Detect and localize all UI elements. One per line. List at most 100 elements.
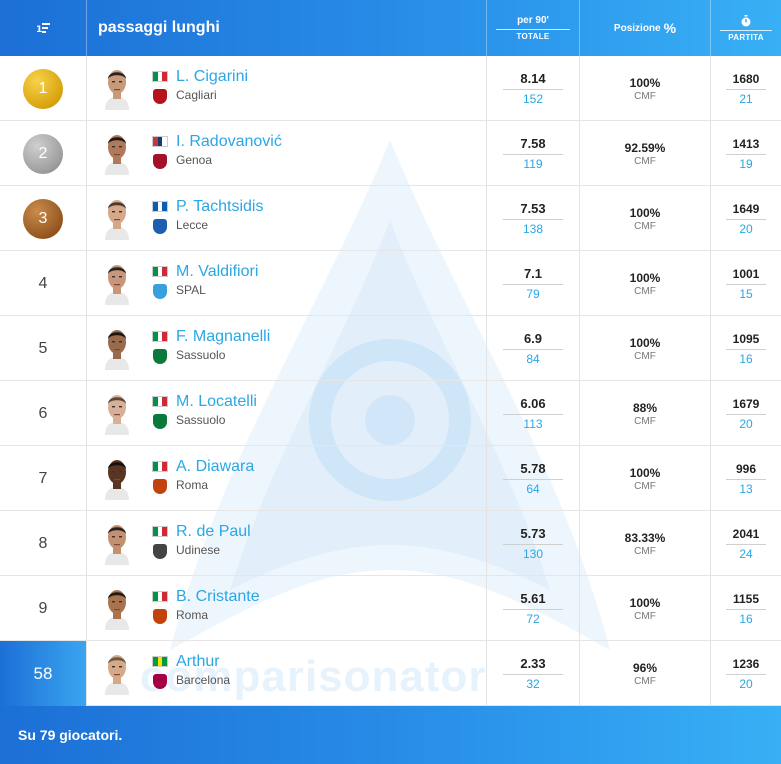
matches-value: 16 <box>739 351 753 366</box>
rank-number: 58 <box>33 663 53 683</box>
rank-number: 8 <box>38 534 48 552</box>
player-name-link[interactable]: B. Cristante <box>176 588 260 605</box>
position-cell: 100% CMF <box>580 251 710 316</box>
rank-cell: 4 <box>0 251 86 316</box>
italy-flag-icon <box>152 526 168 537</box>
greece-flag-icon <box>152 201 168 212</box>
table-row[interactable]: 3 P. Tachtsidis Lecce 7.53 138 100% CMF … <box>0 186 781 251</box>
player-photo <box>105 200 129 240</box>
rank-cell: 8 <box>0 511 86 576</box>
table-row[interactable]: 58 Arthur Barcelona 2.33 32 96% CMF 1236 <box>0 641 781 706</box>
totale-label: TOTALE <box>516 32 550 41</box>
gold-medal-icon: 1 <box>23 68 63 109</box>
club-name: Sassuolo <box>176 413 226 427</box>
player-name-link[interactable]: M. Locatelli <box>176 393 257 410</box>
position-code: CMF <box>634 675 656 687</box>
rank-cell: 58 <box>0 641 86 706</box>
player-name-link[interactable]: I. Radovanović <box>176 133 282 150</box>
table-row[interactable]: 5 F. Magnanelli Sassuolo 6.9 84 100% CMF… <box>0 316 781 381</box>
position-cell: 100% CMF <box>580 316 710 381</box>
rank-cell: 7 <box>0 446 86 511</box>
club-name: Cagliari <box>176 88 217 102</box>
player-name-link[interactable]: F. Magnanelli <box>176 328 271 345</box>
player-photo <box>105 265 129 305</box>
bronze-medal-icon: 3 <box>23 198 63 239</box>
match-column-header[interactable]: PARTITA <box>711 0 781 56</box>
silver-medal-icon: 2 <box>23 133 63 174</box>
table-row[interactable]: 9 B. Cristante Roma 5.61 72 100% CMF 115… <box>0 576 781 641</box>
club-name: SPAL <box>176 283 206 297</box>
per90-value: 7.58 <box>520 136 546 151</box>
player-table-body: 1 L. Cigarini Cagliari 8.14 152 100% CMF… <box>0 56 781 706</box>
table-row[interactable]: 2 I. Radovanović Genoa 7.58 119 92.59% C… <box>0 121 781 186</box>
minutes-cell: 1679 20 <box>711 381 781 446</box>
rank-cell: 5 <box>0 316 86 381</box>
barcelona-crest-icon <box>153 674 167 689</box>
player-photo <box>105 655 129 695</box>
total-value: 119 <box>523 157 543 171</box>
matches-value: 21 <box>739 91 753 106</box>
club-name: Udinese <box>176 543 221 557</box>
matches-value: 20 <box>739 676 753 691</box>
minutes-cell: 1001 15 <box>711 251 781 316</box>
sort-button[interactable]: 1 <box>0 0 86 56</box>
percent-icon: % <box>663 20 677 36</box>
position-column-header[interactable]: Posizione % <box>580 0 710 56</box>
per90-column-header[interactable]: per 90' TOTALE <box>487 0 579 56</box>
rank-number: 1 <box>38 79 48 97</box>
position-code: CMF <box>634 285 656 297</box>
player-photo <box>105 70 129 110</box>
total-value: 152 <box>522 92 544 106</box>
table-row[interactable]: 6 M. Locatelli Sassuolo 6.06 113 88% CMF… <box>0 381 781 446</box>
club-name: Sassuolo <box>176 348 226 362</box>
sassuolo-crest-icon <box>153 414 167 429</box>
table-row[interactable]: 1 L. Cigarini Cagliari 8.14 152 100% CMF… <box>0 56 781 121</box>
per90-cell: 5.78 64 <box>487 446 579 511</box>
per90-label: per 90' <box>517 15 549 26</box>
position-code: CMF <box>634 610 656 622</box>
italy-flag-icon <box>152 266 168 277</box>
minutes-value: 2041 <box>732 526 760 541</box>
position-percent: 100% <box>629 595 661 610</box>
rank-number: 6 <box>38 404 48 422</box>
matches-value: 19 <box>739 156 753 171</box>
brazil-flag-icon <box>152 656 168 667</box>
minutes-value: 1001 <box>732 266 760 281</box>
player-photo <box>105 590 129 630</box>
roma-crest-icon <box>153 479 167 494</box>
minutes-value: 996 <box>735 461 757 476</box>
position-code: CMF <box>634 480 656 492</box>
matches-value: 13 <box>739 481 753 496</box>
position-code: CMF <box>634 415 656 427</box>
total-value: 32 <box>526 677 540 691</box>
player-name-link[interactable]: A. Diawara <box>176 458 255 475</box>
position-code: CMF <box>634 220 656 232</box>
per90-cell: 6.9 84 <box>487 316 579 381</box>
player-name-link[interactable]: L. Cigarini <box>176 68 249 85</box>
position-cell: 100% CMF <box>580 576 710 641</box>
position-percent: 100% <box>629 270 661 285</box>
total-value: 138 <box>522 222 544 236</box>
player-name-link[interactable]: P. Tachtsidis <box>176 198 264 215</box>
player-name-link[interactable]: Arthur <box>176 653 220 670</box>
position-cell: 100% CMF <box>580 186 710 251</box>
table-row[interactable]: 4 M. Valdifiori SPAL 7.1 79 100% CMF 100… <box>0 251 781 316</box>
minutes-value: 1236 <box>732 656 760 671</box>
per90-cell: 5.73 130 <box>487 511 579 576</box>
per90-value: 6.06 <box>520 396 546 411</box>
watermark-text: comparisonator <box>140 652 487 701</box>
minutes-cell: 2041 24 <box>711 511 781 576</box>
posizione-label: Posizione <box>613 22 661 34</box>
rank-number: 5 <box>38 339 48 357</box>
player-name-link[interactable]: M. Valdifiori <box>176 263 259 280</box>
table-row[interactable]: 8 R. de Paul Udinese 5.73 130 83.33% CMF… <box>0 511 781 576</box>
total-value: 79 <box>526 287 540 301</box>
italy-flag-icon <box>152 461 168 472</box>
per90-cell: 8.14 152 <box>487 56 579 121</box>
minutes-cell: 1413 19 <box>711 121 781 186</box>
minutes-cell: 1680 21 <box>711 56 781 121</box>
club-name: Roma <box>176 478 209 492</box>
per90-value: 2.33 <box>520 656 546 671</box>
player-name-link[interactable]: R. de Paul <box>176 523 251 540</box>
table-row[interactable]: 7 A. Diawara Roma 5.78 64 100% CMF 996 <box>0 446 781 511</box>
